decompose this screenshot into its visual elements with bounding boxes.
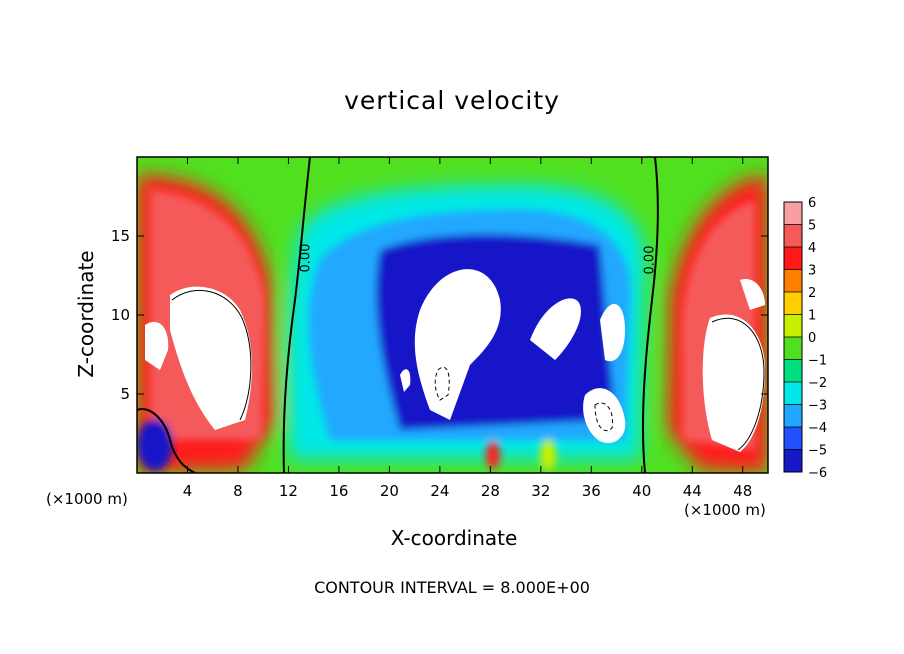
x-axis-label: X-coordinate	[390, 526, 518, 550]
contour-neg-b	[594, 402, 614, 432]
contour-label-right: 0.00	[643, 246, 658, 275]
x-tick-label: 20	[380, 482, 399, 500]
contour-left-core	[171, 289, 252, 421]
x-tick-label: 44	[683, 482, 702, 500]
colorbar-label: 1	[808, 309, 816, 324]
colorbar-band	[784, 382, 802, 405]
y-tick-label: 15	[111, 227, 130, 245]
chart-title: vertical velocity	[344, 86, 560, 115]
contour-label-left: 0.00	[299, 244, 314, 273]
velocity-field	[137, 157, 768, 473]
x-tick-label: 16	[329, 482, 348, 500]
zero-contour-corner	[137, 408, 196, 473]
colorbar-label: −1	[808, 354, 827, 369]
x-tick-label: 36	[582, 482, 601, 500]
x-ticks: 4 8 12 16 20 24 28 32 36 40 44 48	[183, 157, 752, 500]
colorbar-label: −4	[808, 421, 827, 436]
colorbar-band	[784, 247, 802, 270]
x-unit-label-right: (×1000 m)	[684, 501, 766, 519]
y-tick-label: 5	[120, 385, 130, 403]
x-tick-label: 8	[233, 482, 243, 500]
colorbar-label: −3	[808, 399, 827, 414]
y-axis-label: Z-coordinate	[74, 250, 98, 378]
colorbar-band	[784, 427, 802, 450]
colorbar-band	[784, 202, 802, 225]
colorbar-band	[784, 314, 802, 337]
downdraft-corner-left	[137, 419, 173, 471]
downdraft-core-e	[400, 369, 411, 392]
x-unit-label-left: (×1000 m)	[46, 490, 128, 508]
downdraft-core-d	[583, 388, 626, 444]
contour-neg-a	[434, 366, 450, 401]
x-tick-label: 32	[531, 482, 550, 500]
colorbar-label: 6	[808, 196, 816, 211]
y-tick-label: 10	[111, 306, 130, 324]
downdraft-core-a	[414, 269, 501, 420]
colorbar-band	[784, 404, 802, 427]
downdraft-core-b	[530, 298, 581, 360]
zero-contour-left	[282, 157, 311, 473]
colorbar-label: −2	[808, 376, 827, 391]
updraft-right-core-2	[740, 279, 765, 310]
x-tick-label: 12	[279, 482, 298, 500]
colorbar-band	[784, 269, 802, 292]
contour-interval-text: CONTOUR INTERVAL = 8.000E+00	[314, 578, 590, 597]
colorbar-label: 0	[808, 331, 816, 346]
colorbar-band	[784, 337, 802, 360]
updraft-right-core	[702, 314, 765, 452]
colorbar-label: 3	[808, 264, 816, 279]
x-tick-label: 40	[632, 482, 651, 500]
x-tick-label: 48	[733, 482, 752, 500]
contour-right-core	[711, 317, 765, 451]
x-tick-label: 28	[481, 482, 500, 500]
x-tick-label: 4	[183, 482, 193, 500]
updraft-spot-28	[486, 441, 500, 469]
colorbar-label: 5	[808, 219, 816, 234]
colorbar-label: −6	[808, 466, 827, 481]
colorbar-band	[784, 292, 802, 315]
updraft-left-core-2	[145, 321, 169, 370]
colorbar: 6 5 4 3 2 1 0 −1 −2 −3 −4 −5 −6	[783, 196, 827, 481]
y-ticks: 5 10 15	[111, 227, 768, 403]
downdraft-core-c	[600, 303, 625, 362]
colorbar-label: 2	[808, 286, 816, 301]
colorbar-band	[784, 359, 802, 382]
zero-contour-right	[641, 157, 659, 473]
x-tick-label: 24	[430, 482, 449, 500]
colorbar-band	[784, 449, 802, 472]
updraft-left-core	[170, 286, 252, 430]
colorbar-label: 4	[808, 241, 816, 256]
updraft-spot-32	[540, 439, 556, 471]
colorbar-label: −5	[808, 444, 827, 459]
colorbar-band	[784, 224, 802, 247]
